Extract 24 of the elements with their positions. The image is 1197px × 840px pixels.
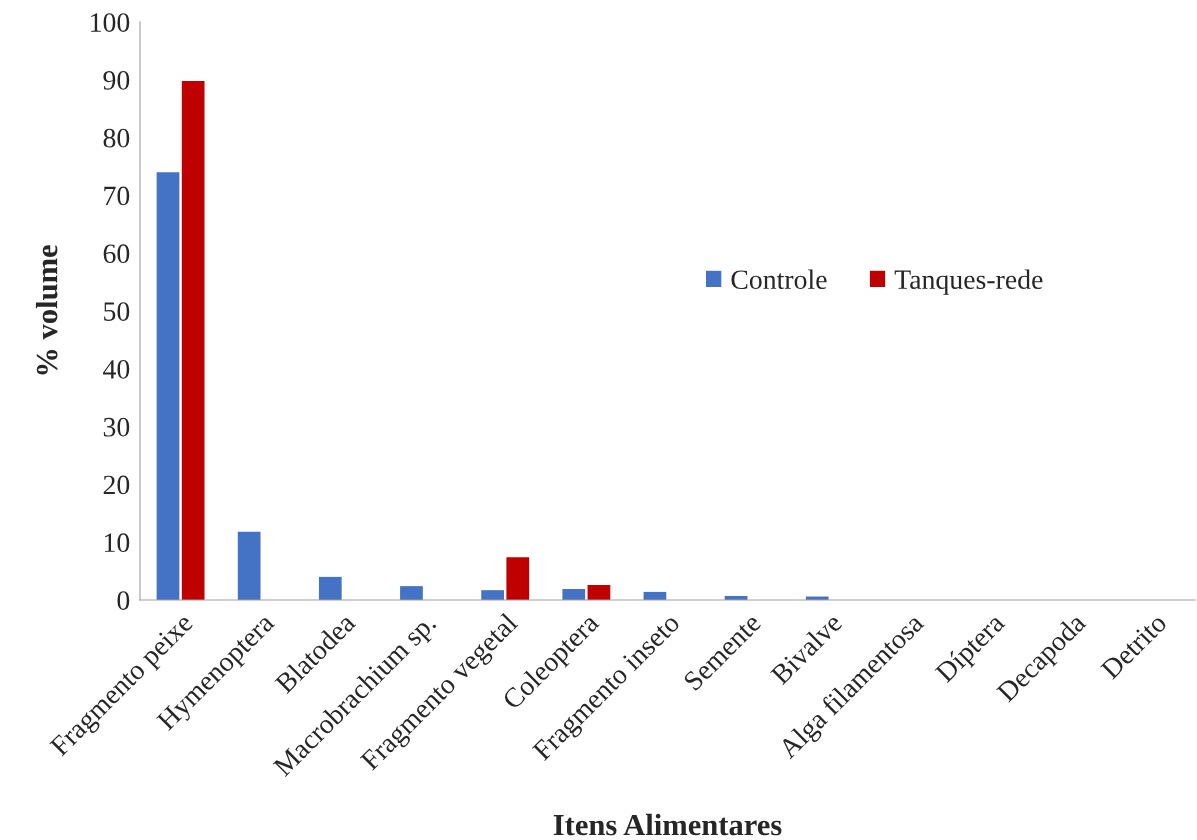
y-tick-label: 10: [104, 533, 130, 553]
y-tick-label: 100: [91, 13, 130, 32]
y-axis-title: % volume: [35, 245, 58, 375]
bar: [237, 531, 261, 600]
x-axis-title: Itens Alimentares: [553, 813, 782, 836]
bar: [181, 80, 205, 600]
bar: [587, 584, 611, 600]
y-tick-label: 0: [117, 591, 130, 610]
bar: [506, 557, 530, 600]
bar: [400, 586, 423, 600]
y-tick-label: 30: [103, 417, 130, 437]
bar: [156, 172, 180, 600]
y-tick-label: 50: [104, 302, 130, 321]
bar: [481, 590, 504, 600]
legend-label: Tanques-rede: [894, 269, 1043, 295]
y-tick-label: 40: [103, 359, 130, 379]
y-tick-label: 60: [103, 244, 130, 264]
bar: [318, 576, 342, 600]
legend-label: Controle: [731, 269, 827, 290]
y-tick-label: 20: [103, 475, 130, 495]
bar: [562, 589, 586, 600]
y-tick-label: 80: [103, 128, 130, 148]
y-tick-label: 70: [104, 186, 130, 206]
y-tick-label: 90: [103, 70, 130, 90]
